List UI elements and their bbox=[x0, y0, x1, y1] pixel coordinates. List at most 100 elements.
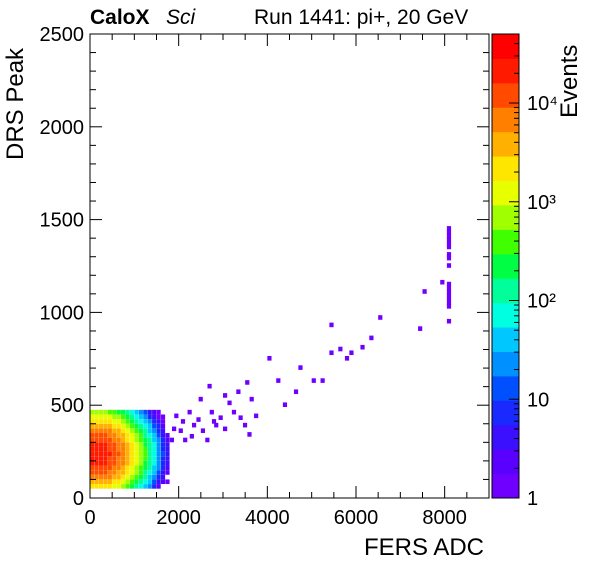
heatmap-cell bbox=[152, 479, 157, 485]
heatmap-cell bbox=[134, 460, 139, 466]
colorbar-segment bbox=[492, 424, 519, 450]
heatmap-cell bbox=[152, 433, 157, 438]
heatmap-cell bbox=[98, 474, 104, 480]
heatmap-cell bbox=[152, 419, 157, 424]
heatmap-cell bbox=[138, 428, 143, 433]
heatmap-cell bbox=[134, 446, 139, 452]
heatmap-cell bbox=[196, 417, 201, 422]
heatmap-cell bbox=[134, 414, 139, 420]
heatmap-cell bbox=[134, 451, 139, 457]
heatmap-cell bbox=[134, 470, 139, 475]
heatmap-cell bbox=[147, 428, 152, 433]
heatmap-cell bbox=[160, 442, 166, 447]
heatmap-cell bbox=[112, 460, 117, 466]
heatmap-cell bbox=[116, 456, 121, 461]
heatmap-cell bbox=[143, 451, 148, 457]
heatmap-cell bbox=[138, 465, 143, 471]
heatmap-cell bbox=[147, 414, 152, 420]
heatmap-cell bbox=[103, 409, 108, 415]
heatmap-cell bbox=[143, 428, 148, 433]
heatmap-cell bbox=[152, 423, 157, 429]
heatmap-cell bbox=[147, 446, 152, 452]
heatmap-cell bbox=[121, 409, 126, 415]
heatmap-cell bbox=[98, 446, 104, 452]
heatmap-cell bbox=[98, 465, 104, 471]
colorbar-tick-label: 10⁴ bbox=[527, 93, 558, 115]
heatmap-cell bbox=[245, 380, 250, 385]
heatmap-cell bbox=[125, 446, 130, 452]
heatmap-cell bbox=[112, 484, 117, 489]
heatmap-cell bbox=[152, 409, 157, 415]
heatmap-cell bbox=[121, 474, 126, 480]
x-tick-label: 8000 bbox=[422, 507, 467, 529]
heatmap-cell bbox=[238, 415, 243, 421]
y-axis-title: DRS Peak bbox=[2, 47, 29, 160]
heatmap-cell bbox=[152, 484, 157, 489]
heatmap-cell bbox=[152, 456, 157, 461]
heatmap-cell bbox=[446, 292, 452, 298]
heatmap-cell bbox=[90, 484, 95, 489]
heatmap-cell bbox=[160, 451, 166, 457]
heatmap-cell bbox=[218, 415, 223, 421]
heatmap-cell bbox=[156, 414, 161, 420]
heatmap-cell bbox=[236, 389, 241, 395]
heatmap-cell bbox=[152, 474, 157, 480]
colorbar-segment bbox=[492, 375, 519, 401]
heatmap-cell bbox=[227, 400, 232, 406]
heatmap-cell bbox=[143, 419, 148, 424]
colorbar-tick-label: 10 bbox=[527, 389, 549, 411]
heatmap-cell bbox=[103, 428, 108, 433]
heatmap-cell bbox=[152, 428, 157, 433]
colorbar-segment bbox=[492, 302, 519, 328]
heatmap-cell bbox=[165, 479, 170, 485]
heatmap-cell bbox=[156, 419, 161, 424]
heatmap-cell bbox=[134, 423, 139, 429]
heatmap-cell bbox=[125, 474, 130, 480]
heatmap-cell bbox=[152, 451, 157, 457]
heatmap-cell bbox=[138, 484, 143, 489]
heatmap-cell bbox=[129, 484, 135, 489]
heatmap-cell bbox=[129, 465, 135, 471]
heatmap-cell bbox=[446, 318, 452, 324]
heatmap-cell bbox=[107, 456, 112, 461]
y-tick-label: 0 bbox=[73, 488, 84, 510]
heatmap-cell bbox=[160, 460, 166, 466]
heatmap-cell bbox=[446, 237, 452, 242]
heatmap-cell bbox=[247, 432, 252, 437]
heatmap-cell bbox=[94, 414, 99, 420]
heatmap-cell bbox=[134, 474, 139, 480]
heatmap-cell bbox=[125, 409, 130, 415]
heatmap-cell bbox=[116, 470, 121, 475]
heatmap-cell bbox=[165, 460, 170, 466]
heatmap-cell bbox=[138, 451, 143, 457]
heatmap-cell bbox=[103, 437, 108, 443]
heatmap-cell bbox=[298, 365, 303, 370]
heatmap-cell bbox=[116, 433, 121, 438]
heatmap-cell bbox=[147, 479, 152, 485]
heatmap-cell bbox=[112, 437, 117, 443]
heatmap-cell bbox=[446, 285, 452, 291]
heatmap-cell bbox=[103, 419, 108, 424]
heatmap-cell bbox=[138, 446, 143, 452]
heatmap-cell bbox=[160, 479, 166, 485]
heatmap-cell bbox=[156, 474, 161, 480]
colorbar-segment bbox=[492, 351, 519, 377]
heatmap-cell bbox=[112, 409, 117, 415]
heatmap-cell bbox=[125, 442, 130, 447]
heatmap-cell bbox=[121, 419, 126, 424]
heatmap-cell bbox=[165, 451, 170, 457]
heatmap-cell bbox=[160, 465, 166, 471]
heatmap-cell bbox=[116, 414, 121, 420]
heatmap-cell bbox=[98, 470, 104, 475]
heatmap-cell bbox=[129, 446, 135, 452]
heatmap-cell bbox=[160, 419, 166, 424]
colorbar-tick-label: 10³ bbox=[527, 192, 556, 214]
heatmap-cell bbox=[174, 413, 179, 419]
heatmap-cell bbox=[94, 409, 99, 415]
heatmap-cell bbox=[98, 419, 104, 424]
heatmap-cell bbox=[125, 460, 130, 466]
heatmap-cell bbox=[98, 479, 104, 485]
heatmap-cell bbox=[223, 426, 228, 432]
heatmap-cell bbox=[129, 428, 135, 433]
heatmap-cell bbox=[94, 451, 99, 457]
